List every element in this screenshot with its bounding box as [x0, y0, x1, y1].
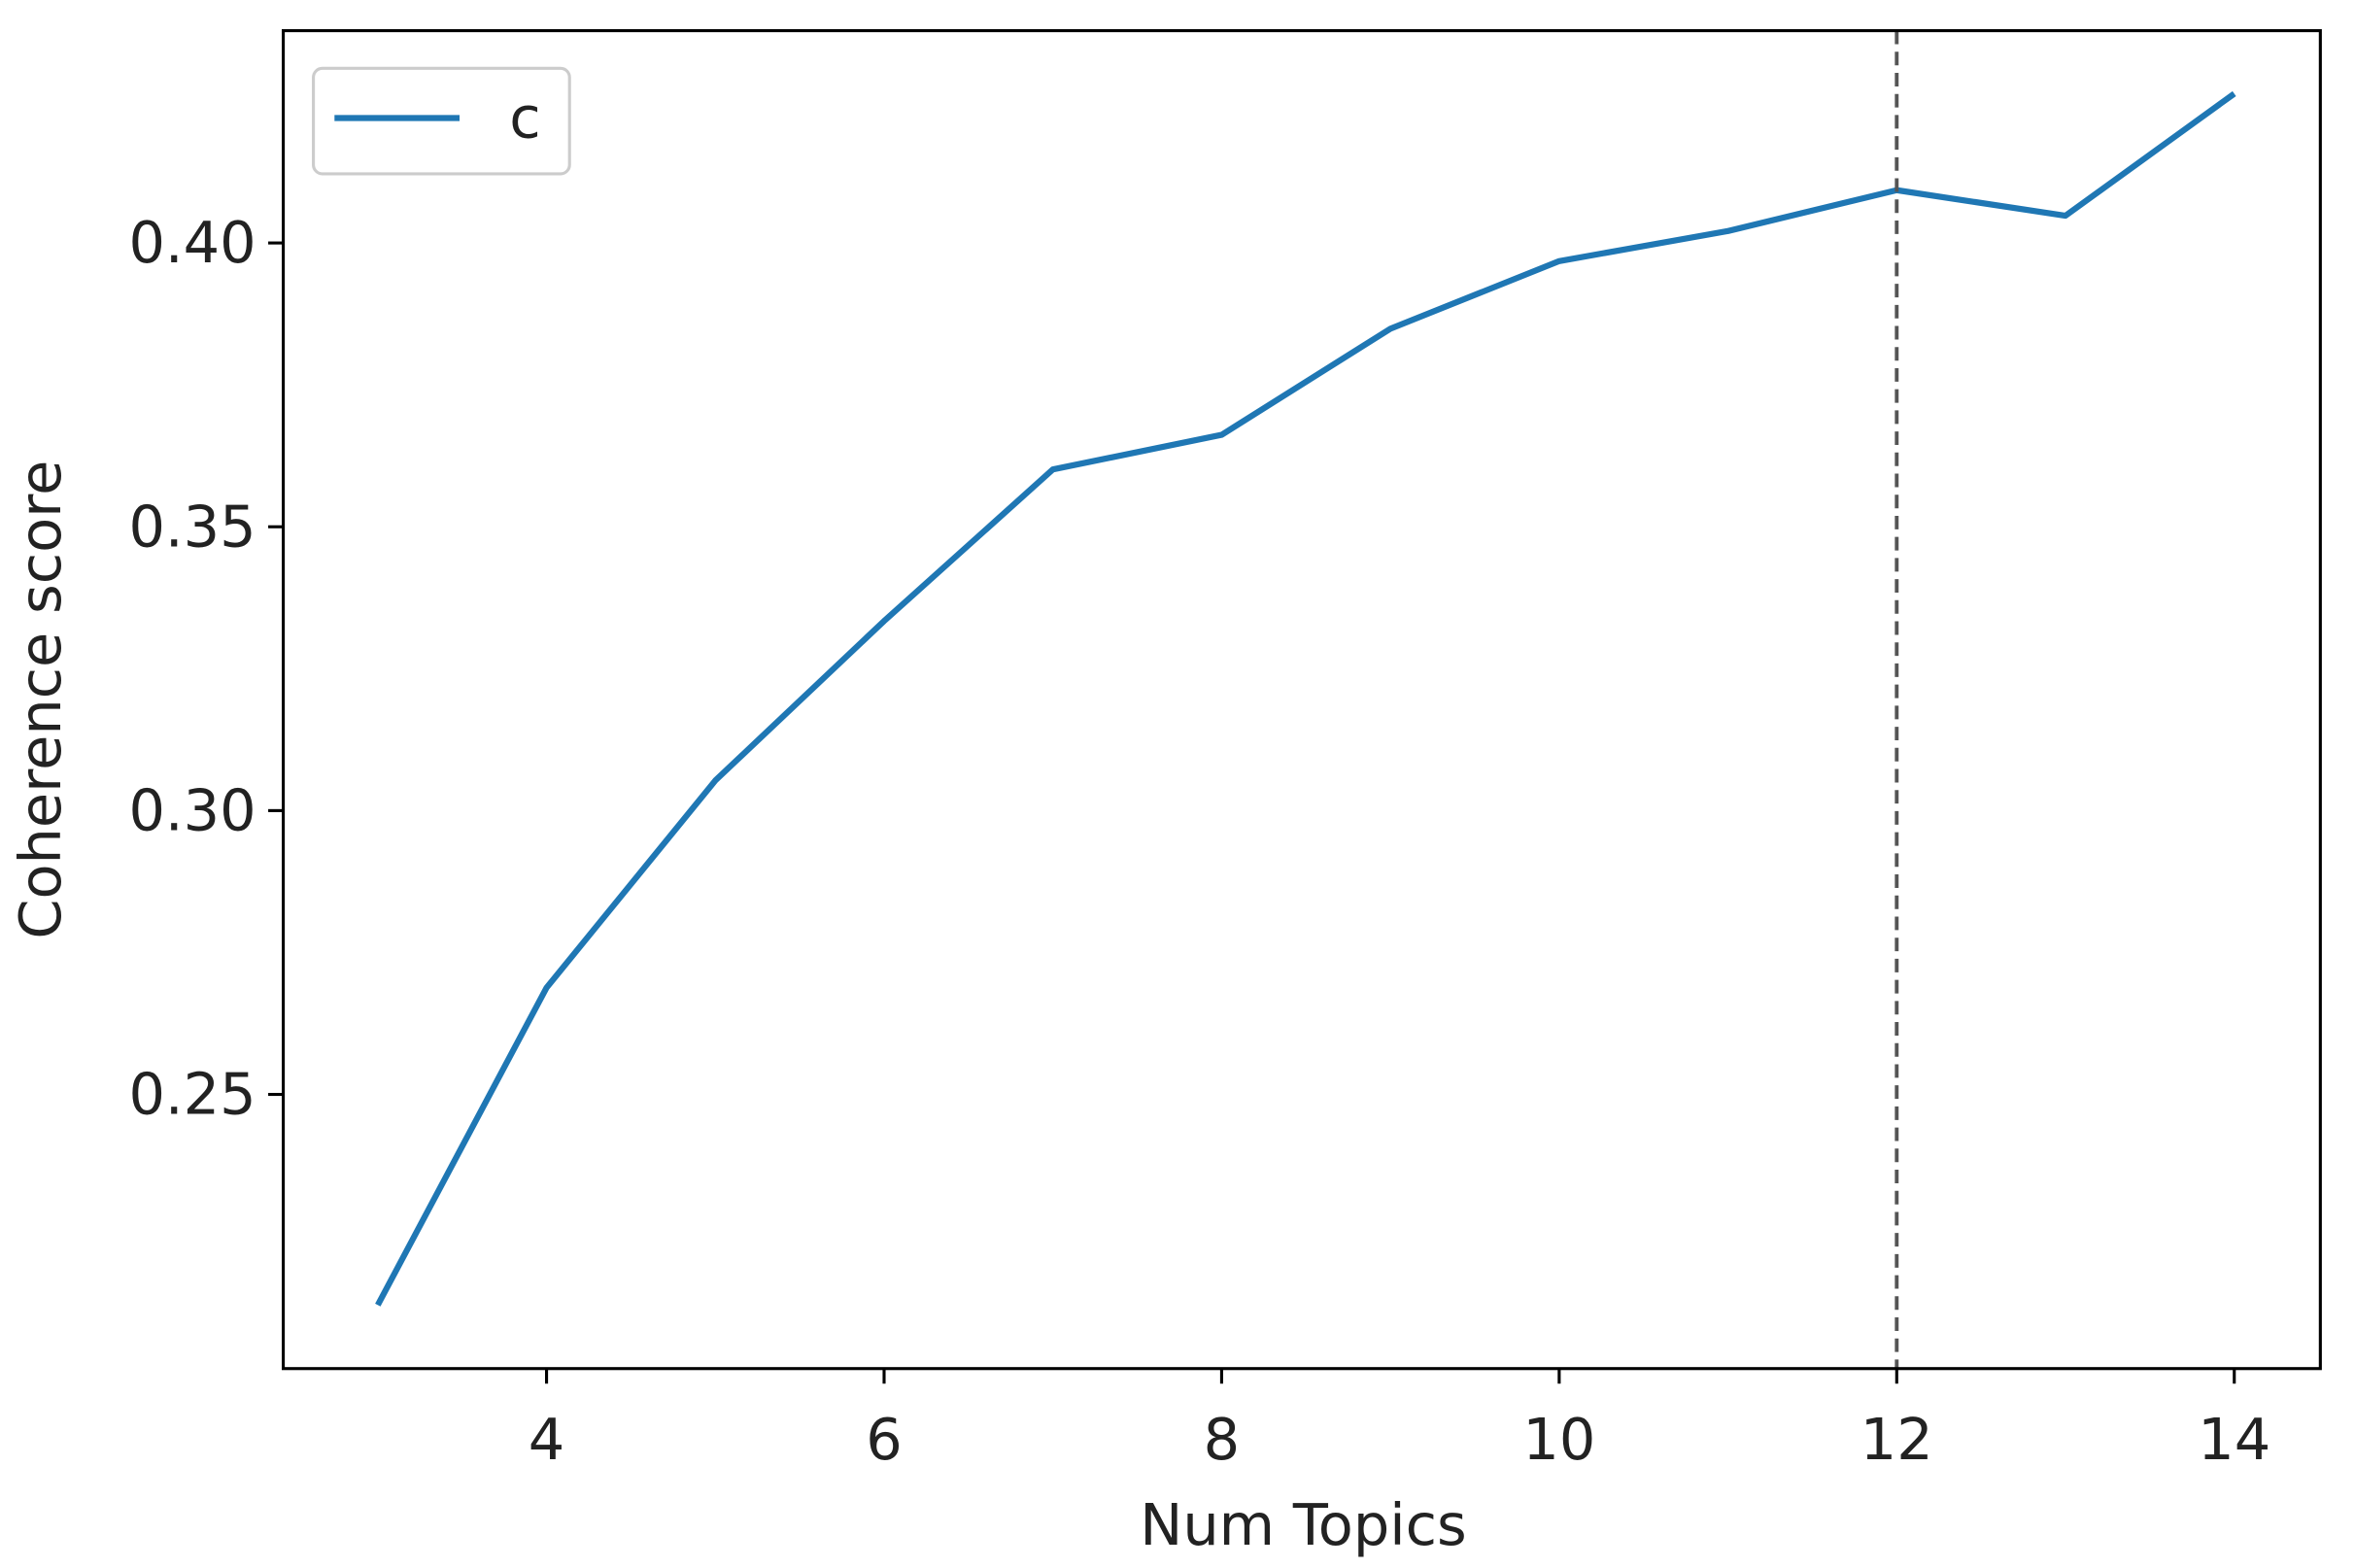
x-tick-label: 12: [1860, 1406, 1933, 1473]
y-tick-label: 0.35: [128, 493, 256, 560]
x-tick-label: 6: [866, 1406, 903, 1473]
y-tick-label: 0.25: [128, 1061, 256, 1128]
x-tick-label: 10: [1522, 1406, 1595, 1473]
legend-label: c: [509, 85, 540, 152]
line-series: [375, 90, 2236, 1307]
y-axis-label: Coherence score: [7, 460, 74, 939]
x-tick-label: 4: [529, 1406, 565, 1473]
y-tick-label: 0.40: [128, 209, 256, 276]
x-tick-label: 14: [2198, 1406, 2270, 1473]
plot-frame: [282, 29, 2322, 1371]
x-axis-label: Num Topics: [1140, 1491, 1466, 1558]
y-tick-label: 0.30: [128, 777, 256, 844]
x-tick-label: 8: [1204, 1406, 1241, 1473]
